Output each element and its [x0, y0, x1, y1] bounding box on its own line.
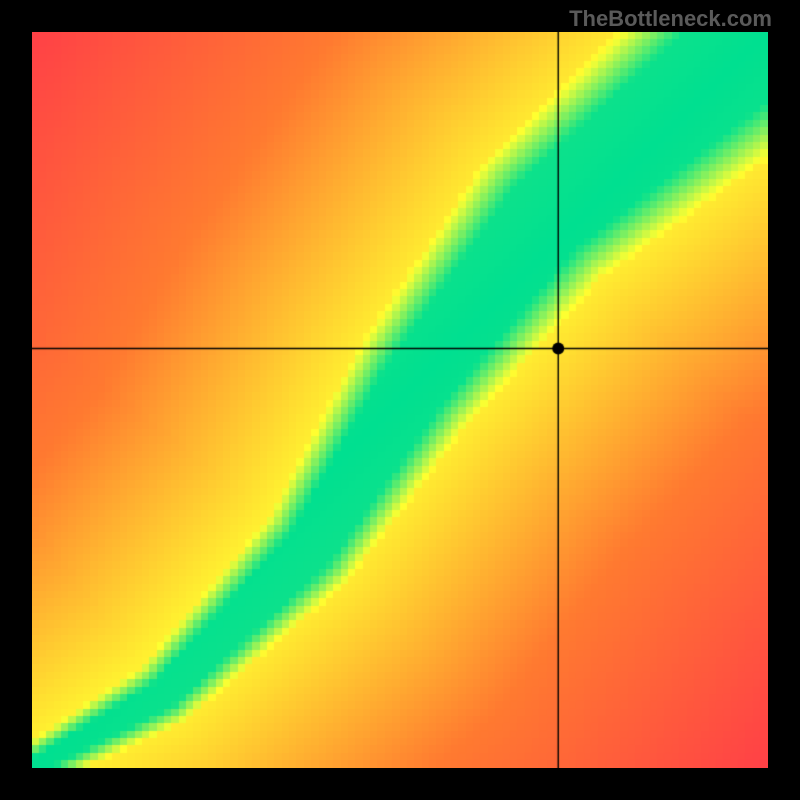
- chart-container: TheBottleneck.com: [0, 0, 800, 800]
- heatmap-canvas: [32, 32, 768, 768]
- watermark-text: TheBottleneck.com: [569, 6, 772, 32]
- heatmap-plot: [32, 32, 768, 768]
